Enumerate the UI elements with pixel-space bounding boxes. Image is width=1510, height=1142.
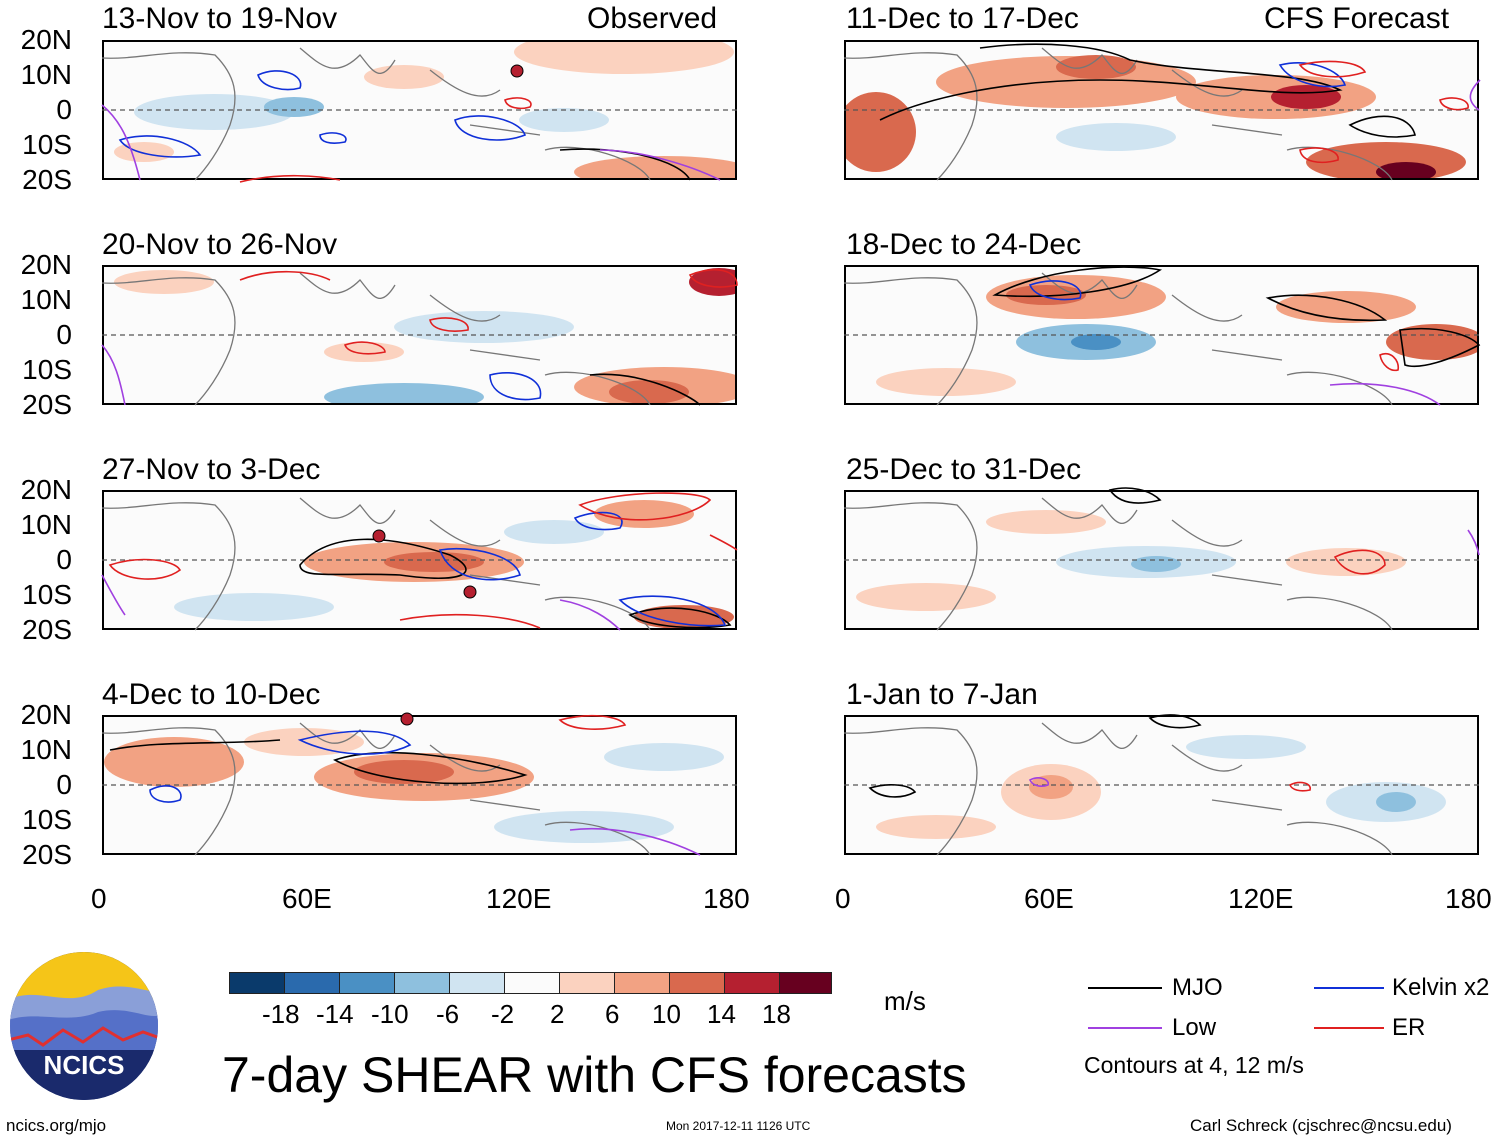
y-tick-label: 20N (20, 474, 72, 505)
legend-label-mjo: MJO (1172, 974, 1223, 1001)
y-tick-label: 0 (56, 94, 72, 125)
x-tick-label: 0 (835, 883, 851, 914)
colorbar-label: 14 (707, 999, 736, 1029)
colorbar-cell (339, 972, 395, 994)
colorbar-label: -18 (262, 999, 300, 1029)
panel-5-period: 11-Dec to 17-Dec (846, 2, 1079, 35)
panel-8-period: 1-Jan to 7-Jan (846, 678, 1038, 711)
y-tick-label: 20N (20, 699, 72, 730)
y-tick-label: 20S (22, 389, 72, 420)
y-tick-label: 20N (20, 249, 72, 280)
legend-swatch-er (1314, 1027, 1384, 1029)
colorbar-cell (229, 972, 285, 994)
colorbar-cell (394, 972, 450, 994)
panel-4-period: 4-Dec to 10-Dec (102, 678, 321, 711)
y-tick-label: 10N (20, 284, 72, 315)
colorbar-label: -6 (436, 999, 460, 1029)
ncics-logo: NCICS (8, 950, 160, 1102)
x-tick-label: 60E (282, 883, 332, 914)
y-tick-label: 0 (56, 319, 72, 350)
panel-2-period: 20-Nov to 26-Nov (102, 228, 338, 261)
legend-swatch-mjo (1088, 987, 1162, 989)
coastlines (101, 47, 1393, 856)
er-contours (108, 60, 1469, 792)
colorbar-label: 2 (550, 999, 565, 1029)
legend-swatch-low (1088, 1027, 1162, 1029)
legend-label-kelvin: Kelvin x2 (1392, 974, 1490, 1001)
colorbar-label: 18 (762, 999, 791, 1029)
footer-credit: Carl Schreck (cjschrec@ncsu.edu) (1190, 1116, 1452, 1135)
footer-url[interactable]: ncics.org/mjo (6, 1116, 107, 1135)
panel-7-period: 25-Dec to 31-Dec (846, 453, 1082, 486)
mjo-contours (109, 43, 1481, 798)
y-tick-label: 20S (22, 614, 72, 645)
x-tick-label: 180 (1445, 883, 1492, 914)
map-panel-8 (844, 715, 1479, 855)
colorbar-cell (559, 972, 615, 994)
y-tick-label: 10S (22, 354, 72, 385)
panel-1-period: 13-Nov to 19-Nov (102, 2, 338, 35)
panel-1-tag: Observed (587, 2, 718, 35)
y-tick-label: 20S (22, 164, 72, 195)
logo-text: NCICS (43, 1050, 125, 1080)
x-tick-label: 120E (1228, 883, 1294, 914)
y-tick-label: 20N (20, 24, 72, 55)
colorbar-cell (284, 972, 340, 994)
colorbar-label: 10 (652, 999, 681, 1029)
colorbar-label: -14 (316, 999, 354, 1029)
x-tick-label: 0 (91, 883, 107, 914)
colorbar-units: m/s (884, 986, 926, 1016)
y-tick-label: 10S (22, 579, 72, 610)
panel-3-period: 27-Nov to 3-Dec (102, 453, 321, 486)
low-contours (101, 79, 1481, 856)
colorbar-cell (669, 972, 725, 994)
kelvin-contours (118, 62, 1347, 803)
y-tick-label: 10N (20, 59, 72, 90)
colorbar-label: -10 (371, 999, 409, 1029)
legend-label-low: Low (1172, 1014, 1217, 1041)
legend-swatch-kelvin (1314, 987, 1384, 989)
y-tick-label: 20S (22, 839, 72, 870)
equator-lines (102, 109, 1479, 786)
colorbar-cell (779, 972, 832, 994)
x-tick-label: 60E (1024, 883, 1074, 914)
y-tick-label: 10S (22, 804, 72, 835)
legend-note: Contours at 4, 12 m/s (1084, 1052, 1304, 1078)
main-title: 7-day SHEAR with CFS forecasts (222, 1047, 967, 1103)
y-tick-label: 10N (20, 509, 72, 540)
map-panel-3 (102, 490, 737, 630)
colorbar-label: -2 (491, 999, 515, 1029)
x-tick-label: 180 (703, 883, 750, 914)
x-tick-label: 120E (486, 883, 552, 914)
panel-5-tag: CFS Forecast (1264, 2, 1450, 35)
colorbar-cell (504, 972, 560, 994)
footer-timestamp: Mon 2017-12-11 1126 UTC (666, 1119, 811, 1133)
y-tick-label: 10N (20, 734, 72, 765)
colorbar-cell (449, 972, 505, 994)
panel-6-period: 18-Dec to 24-Dec (846, 228, 1082, 261)
colorbar-cell (724, 972, 780, 994)
y-tick-label: 0 (56, 769, 72, 800)
legend-label-er: ER (1392, 1014, 1426, 1041)
colorbar-label: 6 (605, 999, 620, 1029)
y-tick-label: 0 (56, 544, 72, 575)
colorbar-cell (614, 972, 670, 994)
storm-markers (372, 64, 524, 726)
y-tick-label: 10S (22, 129, 72, 160)
